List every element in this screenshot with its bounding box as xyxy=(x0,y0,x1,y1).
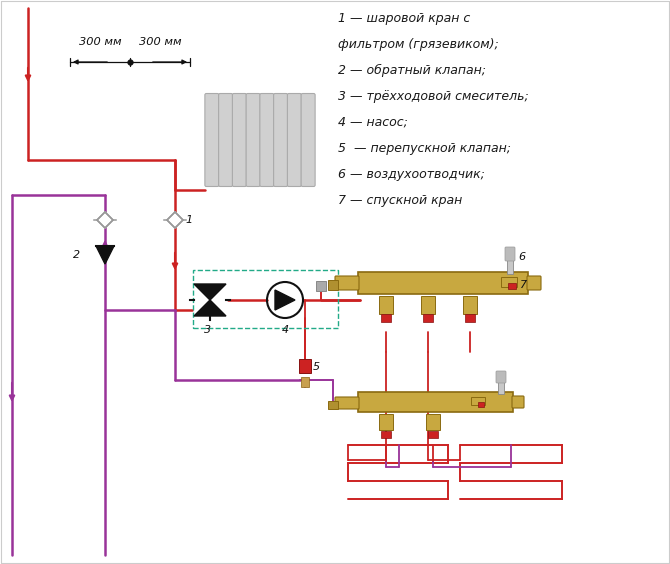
Text: 2: 2 xyxy=(73,250,80,260)
Bar xyxy=(301,377,309,387)
Text: 1: 1 xyxy=(185,215,192,225)
Bar xyxy=(421,296,435,314)
Text: 4: 4 xyxy=(281,325,289,335)
Bar xyxy=(465,314,475,322)
FancyBboxPatch shape xyxy=(218,94,232,187)
FancyBboxPatch shape xyxy=(301,94,315,187)
Bar xyxy=(381,314,391,322)
Polygon shape xyxy=(194,284,226,300)
Text: 7: 7 xyxy=(520,280,527,290)
Text: 7 — спускной кран: 7 — спускной кран xyxy=(338,194,462,207)
Text: 5  — перепускной клапан;: 5 — перепускной клапан; xyxy=(338,142,511,155)
Bar xyxy=(478,402,484,407)
Bar xyxy=(379,296,393,314)
FancyBboxPatch shape xyxy=(335,397,359,409)
Polygon shape xyxy=(194,300,226,316)
Text: 300 мм: 300 мм xyxy=(78,37,121,47)
Text: 1 — шаровой кран с: 1 — шаровой кран с xyxy=(338,12,470,25)
FancyBboxPatch shape xyxy=(205,94,219,187)
Bar xyxy=(507,252,513,274)
FancyBboxPatch shape xyxy=(496,371,506,383)
Bar xyxy=(428,431,438,438)
Bar xyxy=(328,401,338,409)
Text: 5: 5 xyxy=(313,362,320,372)
Bar xyxy=(381,431,391,438)
Text: фильтром (грязевиком);: фильтром (грязевиком); xyxy=(338,38,498,51)
Text: 3 — трёхходовой смеситель;: 3 — трёхходовой смеситель; xyxy=(338,90,529,103)
Bar xyxy=(471,397,485,405)
Bar xyxy=(379,414,393,430)
Text: 6 — воздухоотводчик;: 6 — воздухоотводчик; xyxy=(338,168,485,181)
FancyBboxPatch shape xyxy=(512,396,524,408)
Text: 4 — насос;: 4 — насос; xyxy=(338,116,408,129)
Polygon shape xyxy=(275,290,295,310)
Polygon shape xyxy=(167,212,183,228)
FancyBboxPatch shape xyxy=(232,94,247,187)
Bar xyxy=(463,296,477,314)
Bar xyxy=(508,283,516,289)
FancyBboxPatch shape xyxy=(287,94,302,187)
Bar xyxy=(501,277,517,287)
FancyBboxPatch shape xyxy=(273,94,287,187)
Polygon shape xyxy=(96,246,114,264)
Bar xyxy=(299,359,311,373)
Polygon shape xyxy=(97,212,113,228)
Bar xyxy=(498,376,504,394)
Bar xyxy=(193,270,338,328)
Bar xyxy=(358,272,528,294)
FancyBboxPatch shape xyxy=(260,94,274,187)
Text: 3: 3 xyxy=(204,325,212,335)
Text: 300 мм: 300 мм xyxy=(139,37,182,47)
FancyBboxPatch shape xyxy=(505,247,515,261)
Text: 6: 6 xyxy=(518,252,525,262)
Bar xyxy=(423,314,433,322)
Text: 2 — обратный клапан;: 2 — обратный клапан; xyxy=(338,64,486,77)
Bar xyxy=(426,414,440,430)
FancyBboxPatch shape xyxy=(246,94,260,187)
FancyBboxPatch shape xyxy=(527,276,541,290)
Bar xyxy=(358,392,513,412)
Bar xyxy=(328,280,338,290)
Bar xyxy=(316,281,326,291)
FancyBboxPatch shape xyxy=(335,276,359,290)
